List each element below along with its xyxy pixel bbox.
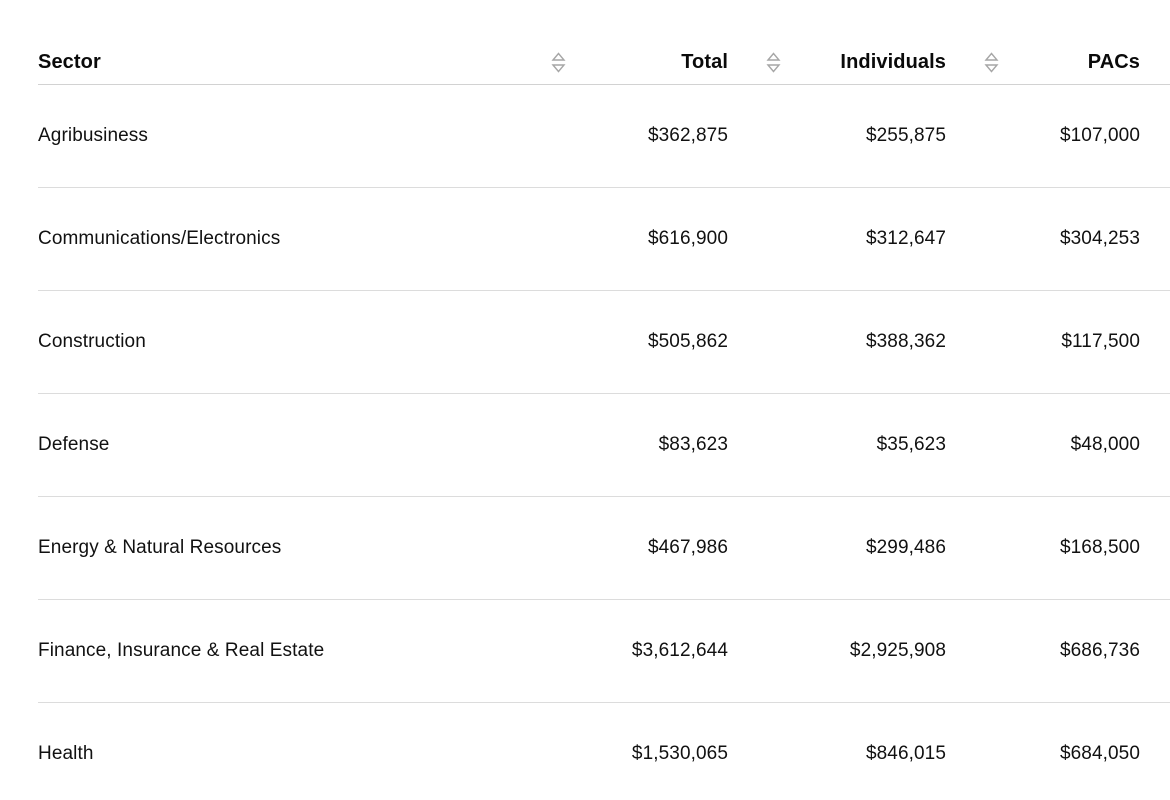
column-header-pacs[interactable]: PACs — [999, 51, 1140, 74]
pacs-cell: $304,253 — [1059, 228, 1140, 249]
individuals-cell: $312,647 — [865, 228, 946, 249]
sector-cell: Energy & Natural Resources — [38, 537, 282, 558]
total-cell: $83,623 — [658, 434, 728, 455]
pacs-cell: $117,500 — [1061, 331, 1140, 352]
column-header-individuals[interactable]: Individuals — [781, 51, 946, 74]
column-header-individuals-label: Individuals — [840, 50, 946, 73]
column-header-pacs-label: PACs — [1087, 50, 1140, 73]
total-cell: $1,530,065 — [631, 743, 728, 764]
pacs-cell: $684,050 — [1059, 743, 1140, 764]
individuals-cell: $35,623 — [876, 434, 946, 455]
sort-control-sector[interactable] — [550, 40, 566, 84]
total-cell: $3,612,644 — [631, 640, 728, 661]
sort-icon[interactable] — [551, 51, 566, 74]
sector-cell: Health — [38, 743, 94, 764]
individuals-cell: $846,015 — [865, 743, 946, 764]
column-header-total-label: Total — [681, 50, 728, 73]
column-header-total[interactable]: Total — [566, 51, 728, 74]
table-row: Construction $505,862 $388,362 $117,500 — [38, 291, 1170, 394]
column-header-sector-label: Sector — [38, 50, 101, 73]
table-header-row: Sector Total Individuals — [38, 0, 1170, 85]
individuals-cell: $299,486 — [865, 537, 946, 558]
sort-control-total[interactable] — [728, 40, 781, 84]
pacs-cell: $107,000 — [1059, 125, 1140, 146]
table-row: Health $1,530,065 $846,015 $684,050 — [38, 703, 1170, 800]
total-cell: $362,875 — [647, 125, 728, 146]
sector-cell: Agribusiness — [38, 125, 148, 146]
total-cell: $505,862 — [647, 331, 728, 352]
pacs-cell: $686,736 — [1059, 640, 1140, 661]
sector-cell: Construction — [38, 331, 146, 352]
pacs-cell: $168,500 — [1059, 537, 1140, 558]
column-header-sector[interactable]: Sector — [38, 51, 550, 74]
table-row: Agribusiness $362,875 $255,875 $107,000 — [38, 85, 1170, 188]
individuals-cell: $255,875 — [865, 125, 946, 146]
table-row: Defense $83,623 $35,623 $48,000 — [38, 394, 1170, 497]
sort-icon[interactable] — [766, 51, 781, 74]
sort-icon[interactable] — [984, 51, 999, 74]
sector-cell: Defense — [38, 434, 110, 455]
table-row: Energy & Natural Resources $467,986 $299… — [38, 497, 1170, 600]
individuals-cell: $388,362 — [865, 331, 946, 352]
sector-cell: Communications/Electronics — [38, 228, 281, 249]
individuals-cell: $2,925,908 — [849, 640, 946, 661]
total-cell: $467,986 — [647, 537, 728, 558]
table-row: Communications/Electronics $616,900 $312… — [38, 188, 1170, 291]
sort-control-individuals[interactable] — [946, 40, 999, 84]
table-row: Finance, Insurance & Real Estate $3,612,… — [38, 600, 1170, 703]
sector-cell: Finance, Insurance & Real Estate — [38, 640, 325, 661]
total-cell: $616,900 — [647, 228, 728, 249]
pacs-cell: $48,000 — [1070, 434, 1140, 455]
